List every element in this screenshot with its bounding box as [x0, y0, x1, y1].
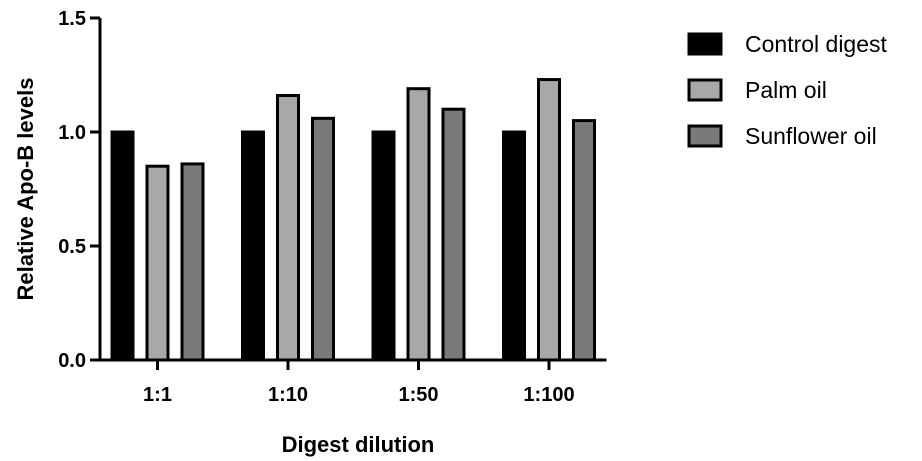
y-tick-label: 1.0 — [58, 122, 86, 144]
y-axis-label: Relative Apo-B levels — [13, 78, 38, 301]
y-axis: 0.0 0.5 1.0 1.5 — [58, 8, 102, 372]
bar — [145, 164, 170, 362]
bar — [110, 130, 135, 362]
x-tick-label: 1:10 — [268, 384, 308, 406]
bars — [110, 78, 596, 362]
bar — [371, 130, 396, 362]
legend-swatch — [687, 32, 723, 56]
legend-swatch — [687, 78, 723, 102]
bar — [276, 94, 300, 362]
legend-swatch — [687, 124, 723, 148]
y-tick-label: 0.5 — [58, 236, 86, 258]
bar — [502, 130, 526, 362]
bar — [572, 119, 596, 362]
x-axis: 1:1 1:10 1:50 1:100 — [98, 358, 607, 406]
bar — [241, 130, 265, 362]
x-tick-label: 1:50 — [398, 384, 438, 406]
bar — [180, 162, 205, 362]
legend-label: Palm oil — [745, 77, 827, 103]
x-tick-label: 1:1 — [143, 384, 172, 406]
x-tick-label: 1:100 — [523, 384, 574, 406]
bar — [311, 116, 335, 362]
y-tick-label: 1.5 — [58, 8, 86, 30]
bar — [406, 87, 431, 362]
legend: Control digest Palm oil Sunflower oil — [687, 31, 888, 149]
bar — [537, 78, 561, 362]
y-tick-label: 0.0 — [58, 350, 86, 372]
legend-label: Sunflower oil — [745, 123, 877, 149]
legend-label: Control digest — [745, 31, 888, 57]
x-axis-label: Digest dilution — [282, 432, 435, 457]
bar — [441, 107, 466, 362]
